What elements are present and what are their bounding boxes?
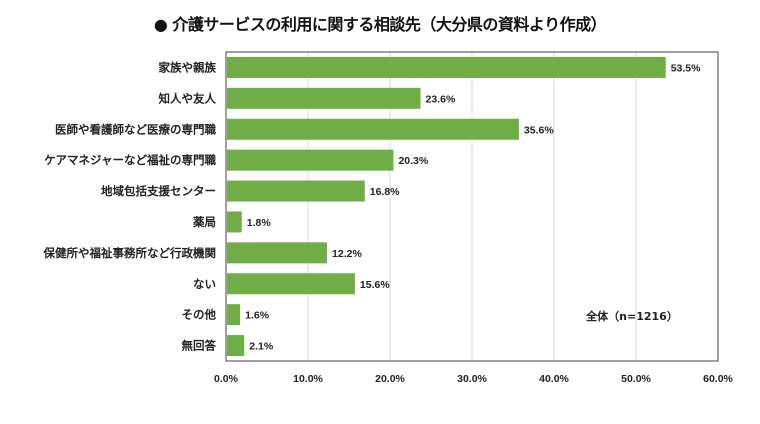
category-label: 家族や親族 xyxy=(159,60,217,74)
chart-title: ● 介護サービスの利用に関する相談先（大分県の資料より作成） xyxy=(153,15,607,34)
data-label: 16.8% xyxy=(370,186,400,198)
category-label: 知人や友人 xyxy=(158,91,217,105)
data-label: 1.8% xyxy=(247,217,272,229)
data-label: 1.6% xyxy=(245,310,270,322)
bar xyxy=(227,242,328,264)
sample-size-annotation: 全体（n=1216） xyxy=(585,309,678,323)
x-tick-label: 60.0% xyxy=(703,373,733,385)
data-label: 15.6% xyxy=(360,279,390,291)
plot-frame xyxy=(225,51,719,362)
category-label: 保健所や福祉事務所など行政機関 xyxy=(43,246,217,260)
category-label: その他 xyxy=(182,308,217,322)
category-label: 薬局 xyxy=(192,215,216,229)
category-label: 医師や看護師など医療の専門職 xyxy=(55,122,216,136)
x-tick-label: 50.0% xyxy=(621,373,651,385)
bar xyxy=(227,56,666,78)
data-label: 20.3% xyxy=(398,155,428,167)
bar xyxy=(227,211,242,233)
x-tick-label: 10.0% xyxy=(293,373,323,385)
category-label: ない xyxy=(193,277,216,291)
bar xyxy=(227,180,365,202)
data-label: 12.2% xyxy=(332,248,362,260)
data-label: 23.6% xyxy=(426,93,456,105)
x-tick-label: 20.0% xyxy=(375,373,405,385)
bar xyxy=(227,335,245,357)
bar xyxy=(227,87,421,109)
category-label: 無回答 xyxy=(182,339,217,353)
category-label: ケアマネジャーなど福祉の専門職 xyxy=(44,153,216,167)
data-label: 53.5% xyxy=(671,62,701,74)
bar xyxy=(227,273,355,295)
data-label: 2.1% xyxy=(249,341,274,353)
bar xyxy=(227,118,519,140)
category-label: 地域包括支援センター xyxy=(101,184,216,198)
x-tick-label: 30.0% xyxy=(457,373,487,385)
x-tick-label: 0.0% xyxy=(214,373,239,385)
data-label: 35.6% xyxy=(524,124,554,136)
bar xyxy=(227,304,241,326)
x-tick-label: 40.0% xyxy=(539,373,569,385)
bar xyxy=(227,149,394,171)
